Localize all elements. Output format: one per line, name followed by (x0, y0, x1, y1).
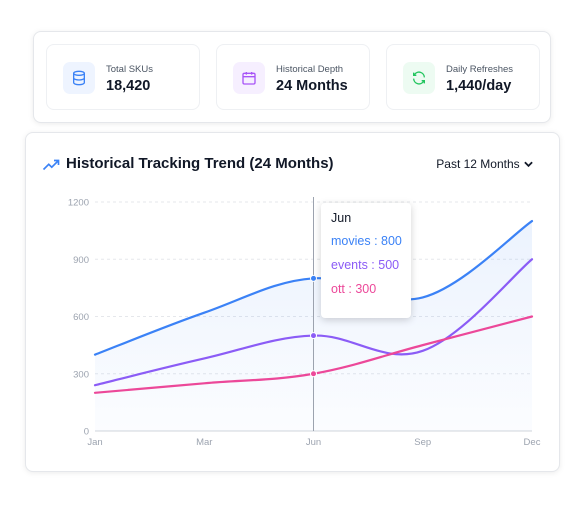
stat-label: Historical Depth (276, 64, 344, 75)
calendar-icon (233, 62, 265, 94)
y-tick-label: 0 (84, 427, 89, 438)
card-title: Historical Tracking Trend (24 Months) (66, 155, 334, 172)
stat-label: Daily Refreshes (446, 64, 514, 75)
tooltip-row-events: events : 500 (331, 258, 400, 272)
data-point-events[interactable] (310, 332, 317, 340)
tooltip-row-ott: ott : 300 (331, 282, 377, 296)
x-tick-label: Dec (524, 437, 541, 448)
x-tick-label: Jan (87, 437, 102, 448)
x-tick-label: Jun (306, 437, 321, 448)
range-select[interactable]: Past 12 Months (436, 157, 533, 171)
stat-value: 1,440/day (446, 78, 512, 94)
x-tick-label: Sep (414, 437, 431, 448)
tooltip-row-movies: movies : 800 (331, 234, 402, 248)
stat-label: Total SKUs (106, 64, 153, 75)
y-tick-label: 900 (73, 255, 89, 266)
y-tick-label: 600 (73, 312, 89, 323)
stat-daily-refreshes: Daily Refreshes 1,440/day (386, 44, 540, 110)
data-point-ott[interactable] (310, 370, 317, 378)
chart-tooltip: Jun movies : 800 events : 500 ott : 300 (321, 203, 411, 318)
stat-total-skus: Total SKUs 18,420 (46, 44, 200, 110)
data-point-movies[interactable] (310, 274, 317, 282)
stat-value: 18,420 (106, 78, 151, 94)
y-tick-label: 300 (73, 369, 89, 380)
database-icon (63, 62, 95, 94)
chevron-down-icon (524, 161, 533, 168)
stat-value: 24 Months (276, 78, 348, 94)
range-label: Past 12 Months (436, 157, 520, 171)
trending-up-icon (42, 159, 60, 171)
stats-panel: Total SKUs 18,420 Historical Depth 24 Mo… (33, 31, 551, 123)
tooltip-title: Jun (331, 211, 352, 225)
x-tick-label: Mar (196, 437, 212, 448)
stat-historical-depth: Historical Depth 24 Months (216, 44, 370, 110)
series-line-events[interactable] (93, 258, 534, 387)
refresh-icon (403, 62, 435, 94)
y-tick-label: 1200 (68, 198, 89, 209)
